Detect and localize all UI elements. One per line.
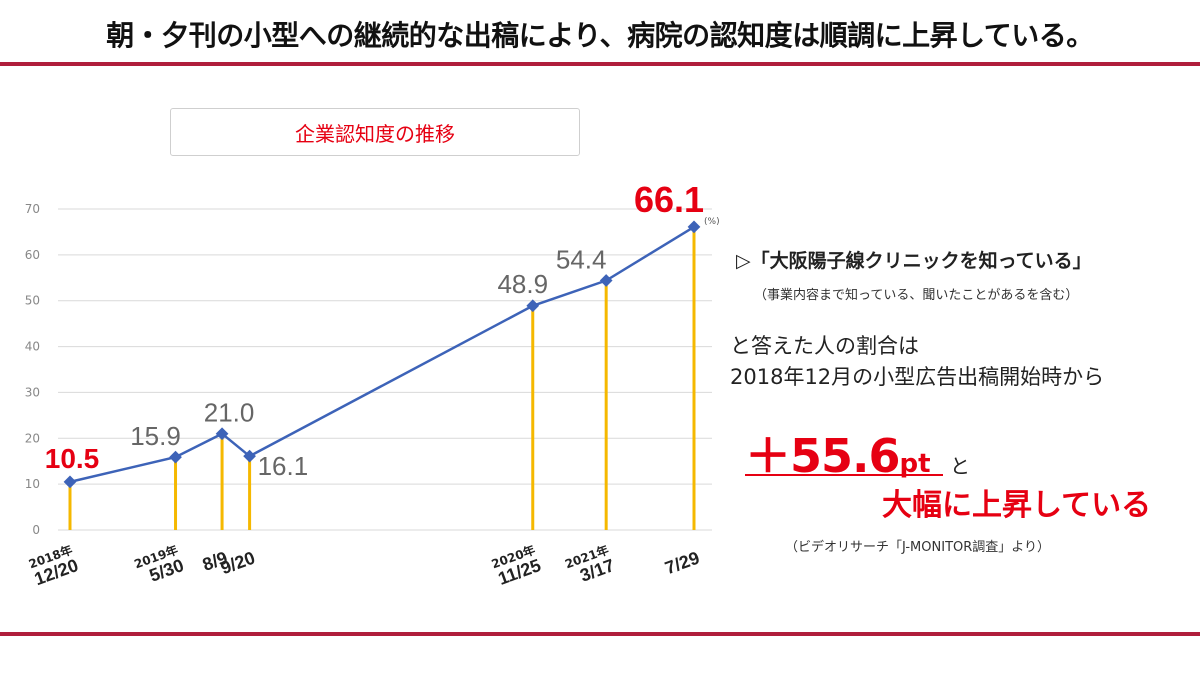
y-tick-label: 30 (25, 385, 40, 399)
y-tick-label: 10 (25, 477, 40, 491)
chart-title: 企業認知度の推移 (170, 108, 580, 156)
data-point (63, 475, 77, 489)
increase-callout: ＋55.6pt (745, 420, 931, 486)
data-point (169, 450, 182, 464)
value-label: 54.4 (556, 245, 607, 275)
unit-label: (%) (704, 217, 720, 227)
y-tick-label: 70 (25, 202, 40, 216)
y-tick-label: 20 (25, 431, 40, 445)
data-point (526, 299, 540, 313)
value-label: 66.1 (634, 179, 704, 220)
source-note: （ビデオリサーチ「J-MONITOR調査」より） (785, 540, 1051, 555)
answer-text-line1: と答えた人の割合は (730, 334, 919, 358)
survey-question: ▷「大阪陽子線クリニックを知っている」 (736, 250, 1092, 272)
data-point (687, 220, 701, 234)
y-tick-label: 60 (25, 248, 40, 262)
rise-statement: 大幅に上昇している (882, 488, 1152, 523)
awareness-line-chart: 0 10 20 30 40 50 60 70 10.5 15.9 21.016.1 48.9 54.4 6… (25, 179, 720, 589)
value-label: 10.5 (45, 443, 100, 474)
data-point (599, 274, 613, 287)
bottom-divider (0, 632, 1200, 636)
value-label: 48.9 (497, 269, 548, 299)
survey-note: （事業内容まで知っている、聞いたことがあるを含む） (754, 288, 1079, 303)
top-divider (0, 62, 1200, 66)
increase-suffix: と (950, 454, 970, 478)
x-tick-label: 7/29 (662, 547, 702, 578)
increase-underline (745, 474, 943, 476)
x-tick-date: 7/29 (662, 547, 702, 578)
y-tick-label: 0 (32, 523, 40, 537)
data-point (243, 449, 256, 463)
x-tick-label: 2018年12/20 (27, 542, 81, 589)
data-point (215, 427, 229, 441)
value-label: 16.1 (258, 451, 309, 481)
value-label: 21.0 (204, 398, 255, 428)
y-tick-label: 50 (25, 294, 40, 308)
page-headline: 朝・夕刊の小型への継続的な出稿により、病院の認知度は順調に上昇している。 (106, 19, 1094, 52)
answer-text-line2: 2018年12月の小型広告出稿開始時から (730, 365, 1105, 389)
y-tick-label: 40 (25, 340, 40, 354)
value-label: 15.9 (130, 421, 181, 451)
